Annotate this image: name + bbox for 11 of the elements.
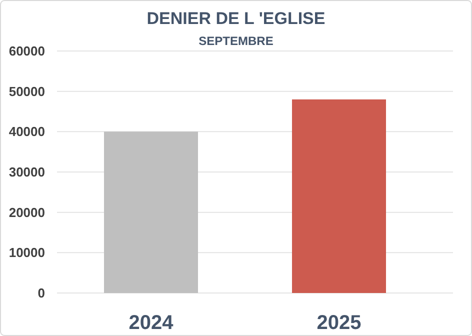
y-tick-label: 10000 <box>8 245 45 260</box>
y-tick-label: 20000 <box>8 204 45 220</box>
y-tick-label: 40000 <box>8 124 45 140</box>
chart-subtitle: SEPTEMBRE <box>198 34 274 48</box>
y-tick-label: 50000 <box>8 84 45 99</box>
chart-title: DENIER DE L 'EGLISE <box>146 9 326 28</box>
x-tick-label: 2025 <box>316 312 362 334</box>
y-tick-label: 0 <box>38 286 45 301</box>
x-tick-label: 2024 <box>128 312 174 334</box>
y-tick-label: 60000 <box>8 44 45 59</box>
y-tick-label: 30000 <box>8 164 45 180</box>
